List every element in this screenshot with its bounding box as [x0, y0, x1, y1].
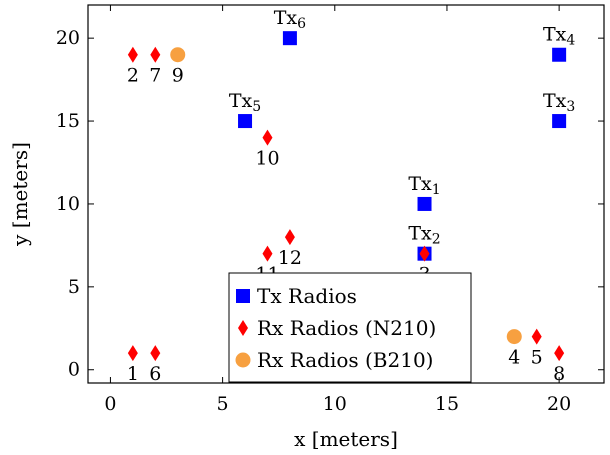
point-label: Tx5 — [229, 90, 261, 115]
point-label: 4 — [508, 347, 520, 369]
point-label: 12 — [278, 247, 302, 269]
data-point-diamond — [531, 328, 542, 345]
data-point-diamond — [127, 345, 138, 362]
y-tick-label: 0 — [68, 359, 80, 381]
point-label: 2 — [127, 65, 139, 87]
legend-marker — [236, 289, 250, 303]
data-point-circle — [170, 47, 186, 63]
x-tick-label: 5 — [217, 393, 229, 415]
y-axis-title: y [meters] — [8, 142, 32, 247]
data-point-diamond — [284, 229, 295, 246]
data-point-diamond — [127, 46, 138, 63]
x-axis-title: x [meters] — [294, 427, 398, 451]
legend-entry: Rx Radios (N210) — [257, 316, 436, 340]
y-tick-label: 15 — [56, 110, 80, 132]
y-tick-label: 10 — [56, 193, 80, 215]
data-point-square — [238, 114, 253, 129]
data-point-diamond — [419, 245, 430, 262]
plot-frame — [87, 4, 605, 384]
legend-marker — [238, 320, 248, 336]
x-tick-label: 10 — [323, 393, 347, 415]
data-point-diamond — [554, 345, 565, 362]
point-label: Tx3 — [543, 90, 575, 115]
legend-marker — [235, 352, 251, 368]
point-label: 10 — [255, 148, 279, 170]
point-label: 8 — [553, 363, 565, 385]
data-point-square — [552, 114, 567, 129]
point-label: 1 — [127, 363, 139, 385]
point-label: 6 — [149, 363, 161, 385]
point-label: 9 — [172, 65, 184, 87]
legend-entry: Tx Radios — [257, 284, 357, 308]
data-point-diamond — [262, 129, 273, 146]
data-point-diamond — [150, 46, 161, 63]
data-point-diamond — [262, 245, 273, 262]
x-tick-label: 15 — [435, 393, 459, 415]
data-point-square — [552, 47, 567, 62]
point-label: Tx1 — [408, 173, 440, 198]
point-label: Tx4 — [543, 24, 575, 49]
y-tick-label: 5 — [68, 276, 80, 298]
data-point-square — [417, 196, 432, 211]
point-label: Tx6 — [274, 7, 306, 32]
point-label: 7 — [149, 65, 161, 87]
data-point-diamond — [150, 345, 161, 362]
data-point-circle — [506, 329, 522, 345]
y-tick-label: 20 — [56, 27, 80, 49]
x-tick-label: 20 — [547, 393, 571, 415]
data-point-square — [282, 31, 297, 46]
point-label: 5 — [531, 347, 543, 369]
point-label: Tx2 — [408, 223, 440, 248]
x-tick-label: 0 — [104, 393, 116, 415]
legend-box — [228, 272, 472, 383]
legend-entry: Rx Radios (B210) — [257, 348, 433, 372]
chart-legend: Tx Radios Rx Radios (N210) Rx Radios (B210… — [228, 272, 472, 383]
